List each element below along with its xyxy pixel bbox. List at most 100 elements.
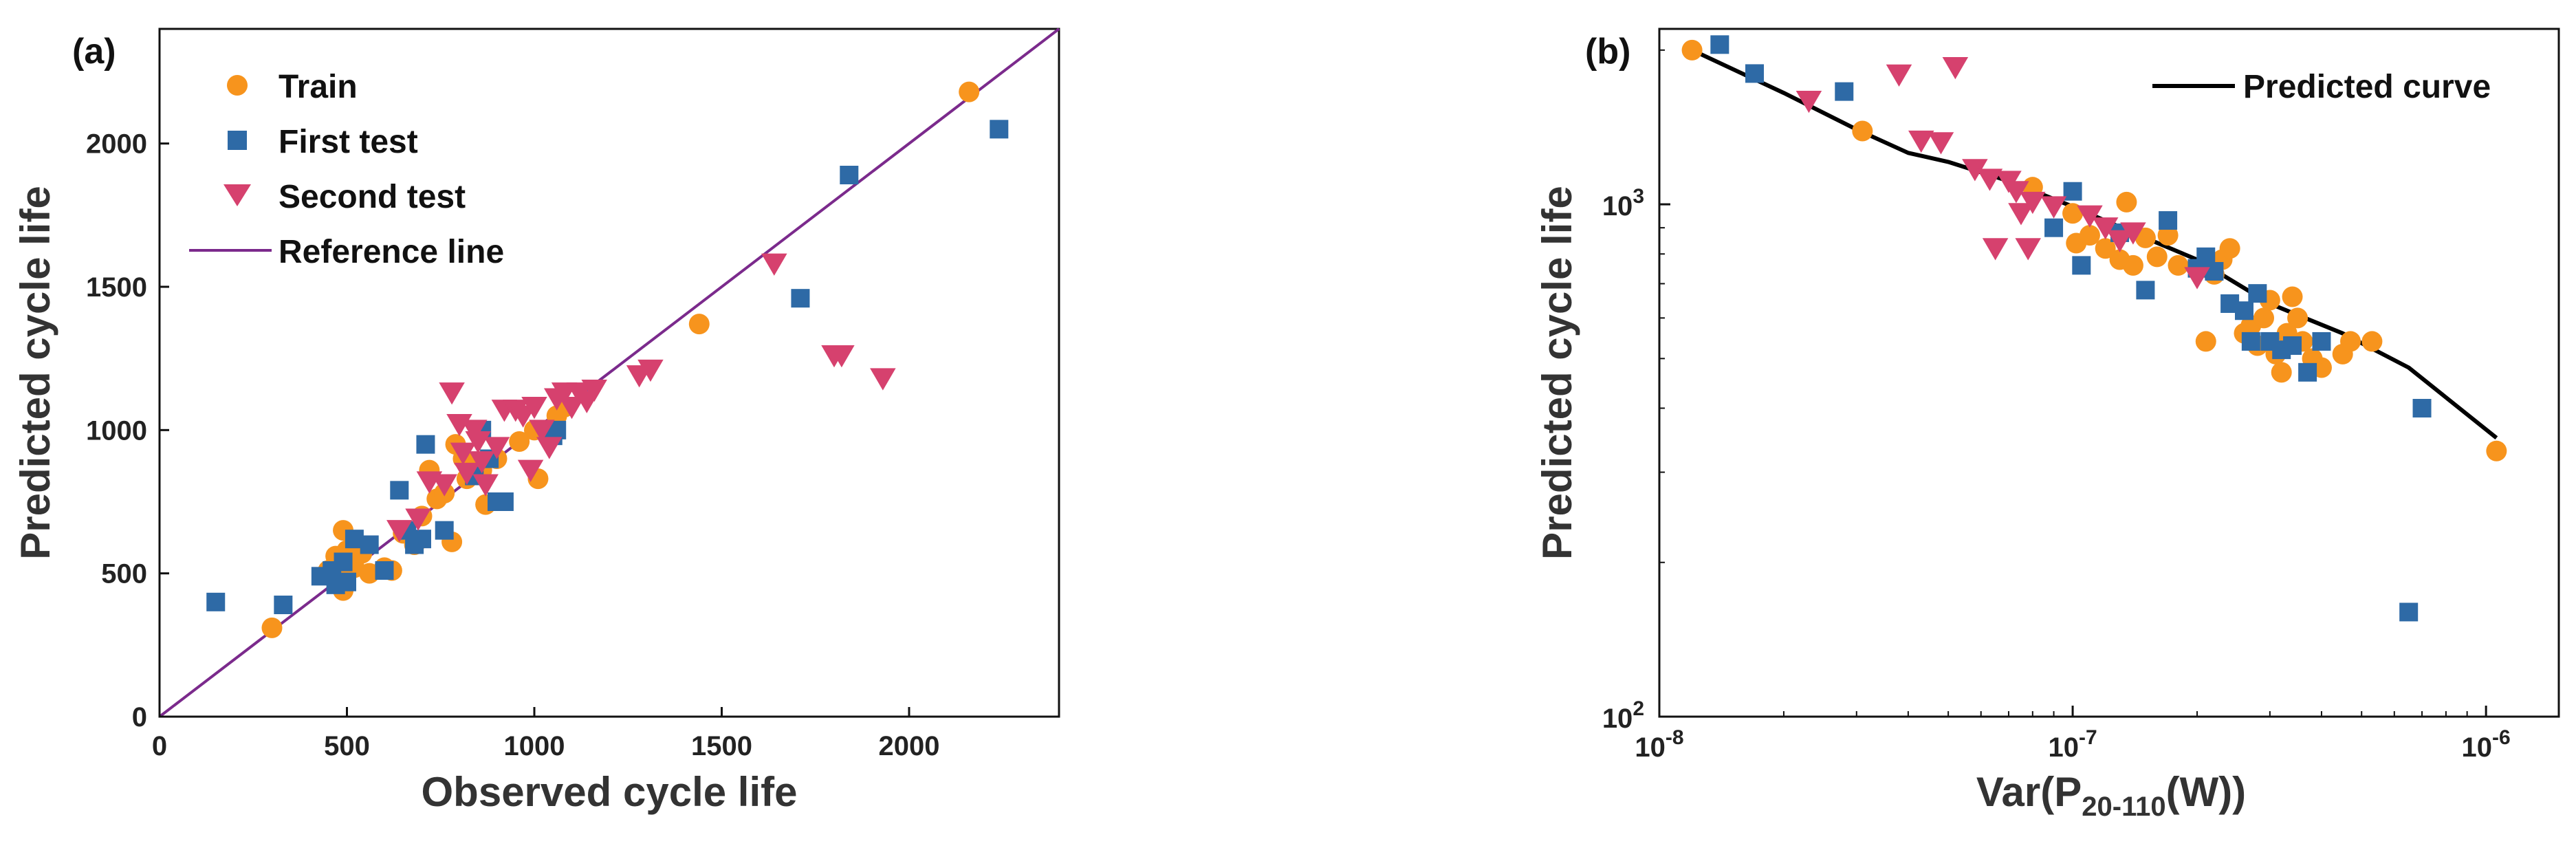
y-tick-label: 1500 [86, 272, 147, 303]
legend-reference-line-label: Reference line [279, 234, 504, 270]
first-point [2159, 211, 2178, 230]
x-tick-label: 1500 [691, 731, 752, 761]
second-point [1886, 64, 1912, 87]
first-point [2136, 281, 2155, 300]
second-point [870, 368, 896, 391]
first-point [435, 521, 454, 540]
first-point [2399, 602, 2419, 622]
y-tick-label: 102 [1602, 697, 1644, 734]
second-point [2003, 181, 2029, 204]
train-point [2219, 238, 2240, 259]
second-point [637, 359, 664, 382]
x-tick-label: 2000 [879, 731, 940, 761]
first-point [990, 120, 1009, 139]
panel-a-label: (a) [72, 32, 116, 72]
x-tick-label: 10-8 [1635, 726, 1683, 763]
x-tick-label: 1000 [504, 731, 565, 761]
y-tick-label: 0 [132, 702, 147, 732]
legend-second-test-label: Second test [279, 179, 466, 215]
train-point [2095, 238, 2116, 259]
train-point [2168, 254, 2189, 276]
panel-b-plot-frame [1658, 28, 2560, 718]
panel-b-y-axis-label: Predicted cycle life [1534, 186, 1580, 560]
second-point [517, 459, 544, 482]
second-point [461, 420, 488, 442]
train-point [1681, 39, 1703, 61]
y-tick-label: 103 [1602, 185, 1644, 221]
legend-second-test-marker [223, 184, 251, 206]
second-point [386, 520, 413, 543]
second-point [405, 508, 431, 531]
reference-line-group [158, 28, 1060, 718]
second-point [2008, 203, 2034, 226]
second-point [1982, 238, 2009, 261]
first-point [338, 572, 356, 591]
first-point [334, 552, 353, 572]
panel-b-legend: Predicted curve [2152, 69, 2491, 105]
second-point [1795, 91, 1822, 113]
y-tick-label: 500 [101, 559, 147, 589]
y-tick-label: 1000 [86, 415, 147, 446]
first-point [2235, 301, 2254, 320]
first-point [2283, 336, 2302, 355]
panel-a-marks [206, 81, 1009, 638]
second-point [454, 462, 480, 486]
second-point [450, 442, 477, 465]
train-point [1852, 120, 1873, 142]
first-point [1745, 64, 1765, 83]
x-tick-label: 0 [152, 731, 167, 761]
y-tick-label: 2000 [86, 129, 147, 160]
train-point [2157, 225, 2179, 246]
first-point [2241, 331, 2260, 351]
second-point [439, 382, 465, 405]
second-point [2020, 191, 2046, 215]
first-point [375, 561, 394, 580]
second-point [483, 437, 510, 459]
first-point [2072, 256, 2091, 275]
train-point [2116, 191, 2137, 213]
legend-train-label: Train [279, 69, 358, 105]
second-point [468, 451, 495, 474]
panel-a-y-axis-label: Predicted cycle life [12, 186, 58, 560]
train-point [2135, 227, 2156, 248]
first-point [413, 530, 431, 549]
second-point [1942, 57, 1969, 80]
first-point [2312, 331, 2331, 351]
train-point [2122, 254, 2143, 276]
train-point [2146, 246, 2168, 268]
x-label-main: Var(P [1976, 769, 2082, 815]
first-point [390, 481, 409, 500]
legend-predicted-curve-label: Predicted curve [2243, 69, 2491, 105]
first-point [2063, 182, 2082, 201]
first-point [360, 535, 379, 554]
first-point [416, 435, 435, 454]
second-point [2120, 222, 2146, 245]
train-point [2282, 286, 2303, 307]
second-point [2015, 238, 2041, 261]
second-point [1908, 130, 1934, 153]
x-tick-label: 10-6 [2462, 726, 2511, 763]
second-point [1976, 168, 2003, 191]
panel-a: (a) 0 500 1000 1500 2000 0 500 1000 1500 2000 Obs… [12, 28, 1060, 815]
x-tick-label: 10-7 [2048, 726, 2097, 763]
first-point [206, 592, 226, 611]
train-point [2079, 225, 2100, 246]
second-point [521, 397, 547, 420]
panel-a-ticks: 0 500 1000 1500 2000 0 500 1000 1500 2000 [86, 129, 939, 761]
x-tick-label: 500 [324, 731, 370, 761]
second-point [431, 474, 457, 497]
first-point [2298, 362, 2317, 382]
legend-train-marker [227, 75, 248, 96]
train-point [2062, 203, 2084, 224]
train-point [959, 81, 980, 102]
train-point [261, 617, 283, 638]
train-point [2195, 331, 2216, 352]
second-point [761, 253, 787, 276]
second-point [2040, 196, 2067, 219]
train-point [2287, 307, 2308, 329]
panel-a-legend: Train First test Second test Reference l… [189, 69, 504, 270]
second-point [2092, 217, 2119, 240]
second-point [472, 474, 499, 497]
first-point [791, 289, 810, 308]
